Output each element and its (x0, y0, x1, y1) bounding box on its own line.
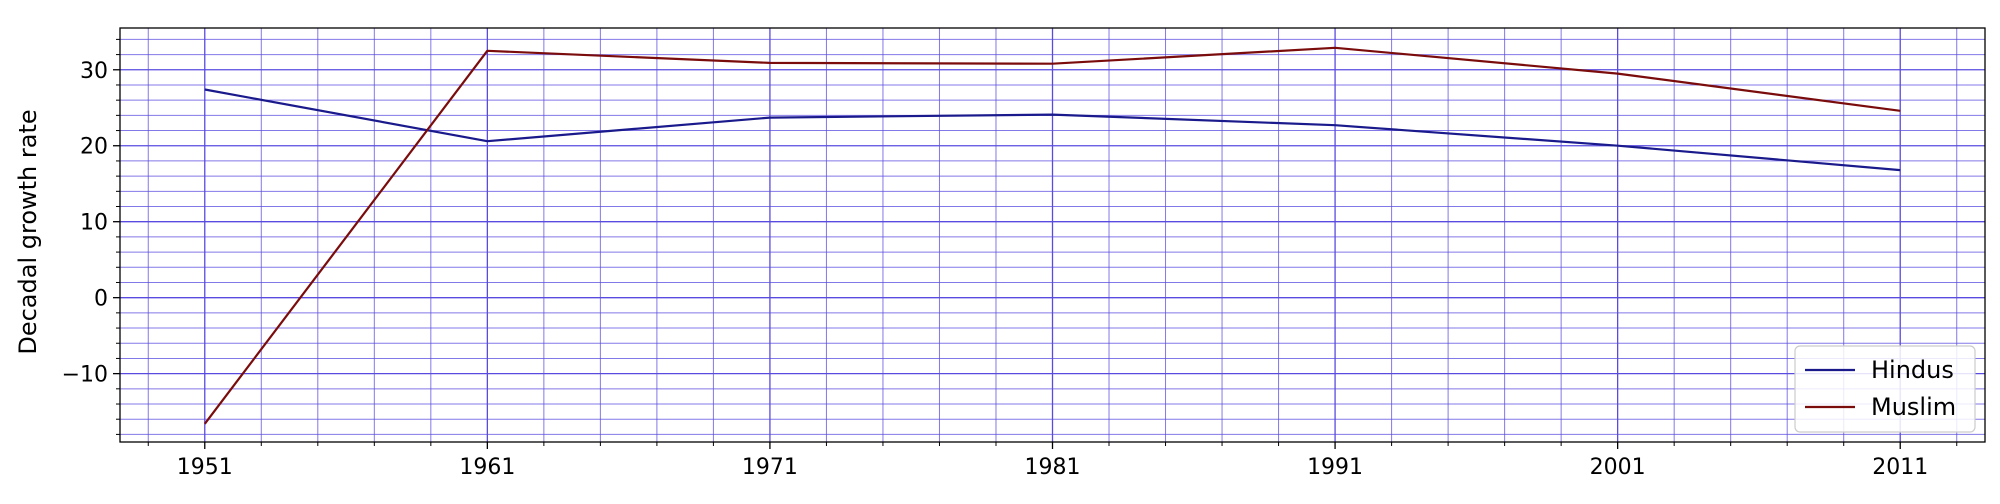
x-tick-label: 1981 (1025, 455, 1081, 480)
major-gridlines (120, 28, 1985, 442)
x-axis-ticks: 1951 1961 1971 1981 1991 2001 2011 (147, 442, 1958, 480)
x-tick-label: 2001 (1590, 455, 1646, 480)
y-tick-label: 20 (80, 135, 108, 160)
series-line-muslim (203, 46, 1901, 425)
x-tick-label: 2011 (1872, 455, 1928, 480)
series-lines (203, 46, 1901, 425)
y-axis-ticks: −10 0 10 20 30 (62, 38, 120, 435)
x-tick-label: 1951 (177, 455, 233, 480)
y-tick-label: −10 (62, 363, 108, 388)
legend-label-muslim: Muslim (1871, 393, 1956, 421)
y-tick-label: 0 (94, 287, 108, 312)
x-tick-label: 1961 (459, 455, 515, 480)
y-tick-label: 30 (80, 59, 108, 84)
x-tick-label: 1971 (742, 455, 798, 480)
series-line-hindus (204, 88, 1901, 172)
y-axis-label: Decadal growth rate (14, 109, 42, 354)
legend-label-hindus: Hindus (1871, 356, 1954, 384)
legend-box (1794, 345, 1976, 433)
legend: Hindus Muslim (1794, 345, 1976, 433)
x-tick-label: 1991 (1307, 455, 1363, 480)
y-tick-label: 10 (80, 211, 108, 236)
